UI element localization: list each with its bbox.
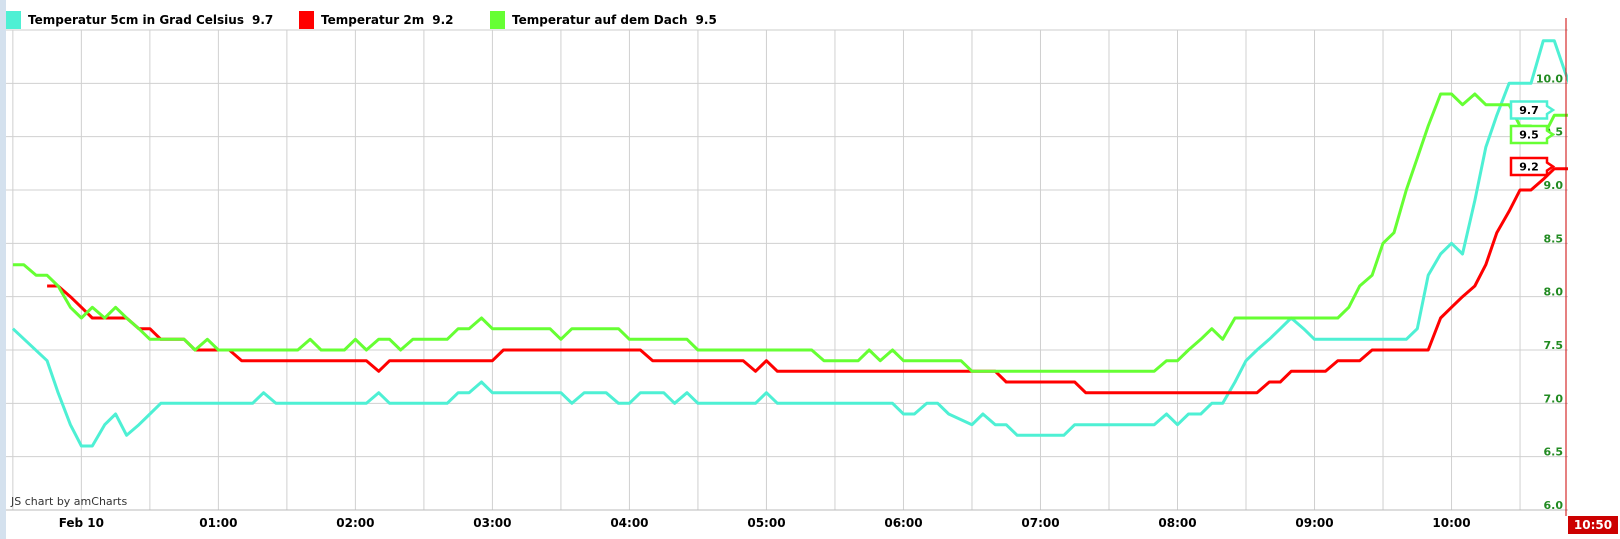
value-balloon-0: 9.7 (1509, 100, 1556, 120)
legend-label-5cm: Temperatur 5cm in Grad Celsius (28, 13, 244, 27)
value-balloon-1: 9.2 (1509, 156, 1556, 177)
legend-swatch-2m (299, 11, 314, 29)
legend-text-dach: Temperatur auf dem Dach 9.5 (512, 13, 717, 27)
y-tick-label: 7.5 (1544, 339, 1564, 352)
x-tick-label: 08:00 (1158, 516, 1196, 530)
x-tick-label: Feb 10 (59, 516, 104, 530)
legend-swatch-dach (490, 11, 505, 29)
x-tick-label: 02:00 (336, 516, 374, 530)
x-tick-label: 05:00 (747, 516, 785, 530)
legend-label-2m: Temperatur 2m (321, 13, 425, 27)
x-tick-label: 04:00 (610, 516, 648, 530)
y-tick-label: 9.0 (1544, 179, 1564, 192)
y-tick-label: 8.0 (1544, 286, 1564, 299)
legend-value-dach: 9.5 (695, 13, 717, 27)
value-balloon-box (1509, 124, 1556, 145)
page-edge (0, 0, 6, 539)
value-balloon-text: 9.7 (1519, 104, 1539, 117)
chart-credits[interactable]: JS chart by amCharts (11, 495, 128, 508)
value-balloon-text: 9.5 (1519, 129, 1539, 142)
y-tick-label: 6.5 (1544, 446, 1564, 459)
y-tick-label: 7.0 (1544, 392, 1564, 405)
value-balloon-text: 9.2 (1519, 161, 1539, 174)
legend-text-2m: Temperatur 2m 9.2 (321, 13, 453, 27)
legend-value-5cm: 9.7 (251, 13, 274, 27)
series-line-1[interactable] (47, 167, 1612, 395)
legend-swatch-5cm (6, 11, 21, 29)
y-tick-label: 6.0 (1544, 499, 1564, 512)
value-balloon-box (1509, 100, 1556, 120)
series-line-2[interactable] (12, 92, 1568, 373)
series-line-0[interactable] (11, 39, 1612, 448)
x-tick-label: 01:00 (199, 516, 237, 530)
y-tick-label: 10.0 (1536, 72, 1563, 85)
legend-text-5cm: Temperatur 5cm in Grad Celsius 9.7 (28, 13, 273, 27)
x-tick-label: 07:00 (1021, 516, 1059, 530)
cursor-time-badge: 10:50 (1568, 516, 1618, 534)
x-tick-label: 03:00 (473, 516, 511, 530)
value-balloon-2: 9.5 (1509, 124, 1556, 145)
legend-label-dach: Temperatur auf dem Dach (512, 13, 688, 27)
x-tick-label: 06:00 (884, 516, 922, 530)
x-tick-label: 09:00 (1295, 516, 1333, 530)
x-tick-label: 10:00 (1432, 516, 1470, 530)
value-balloon-box (1509, 156, 1556, 177)
legend-value-2m: 9.2 (432, 13, 454, 27)
y-tick-label: 8.5 (1544, 232, 1564, 245)
